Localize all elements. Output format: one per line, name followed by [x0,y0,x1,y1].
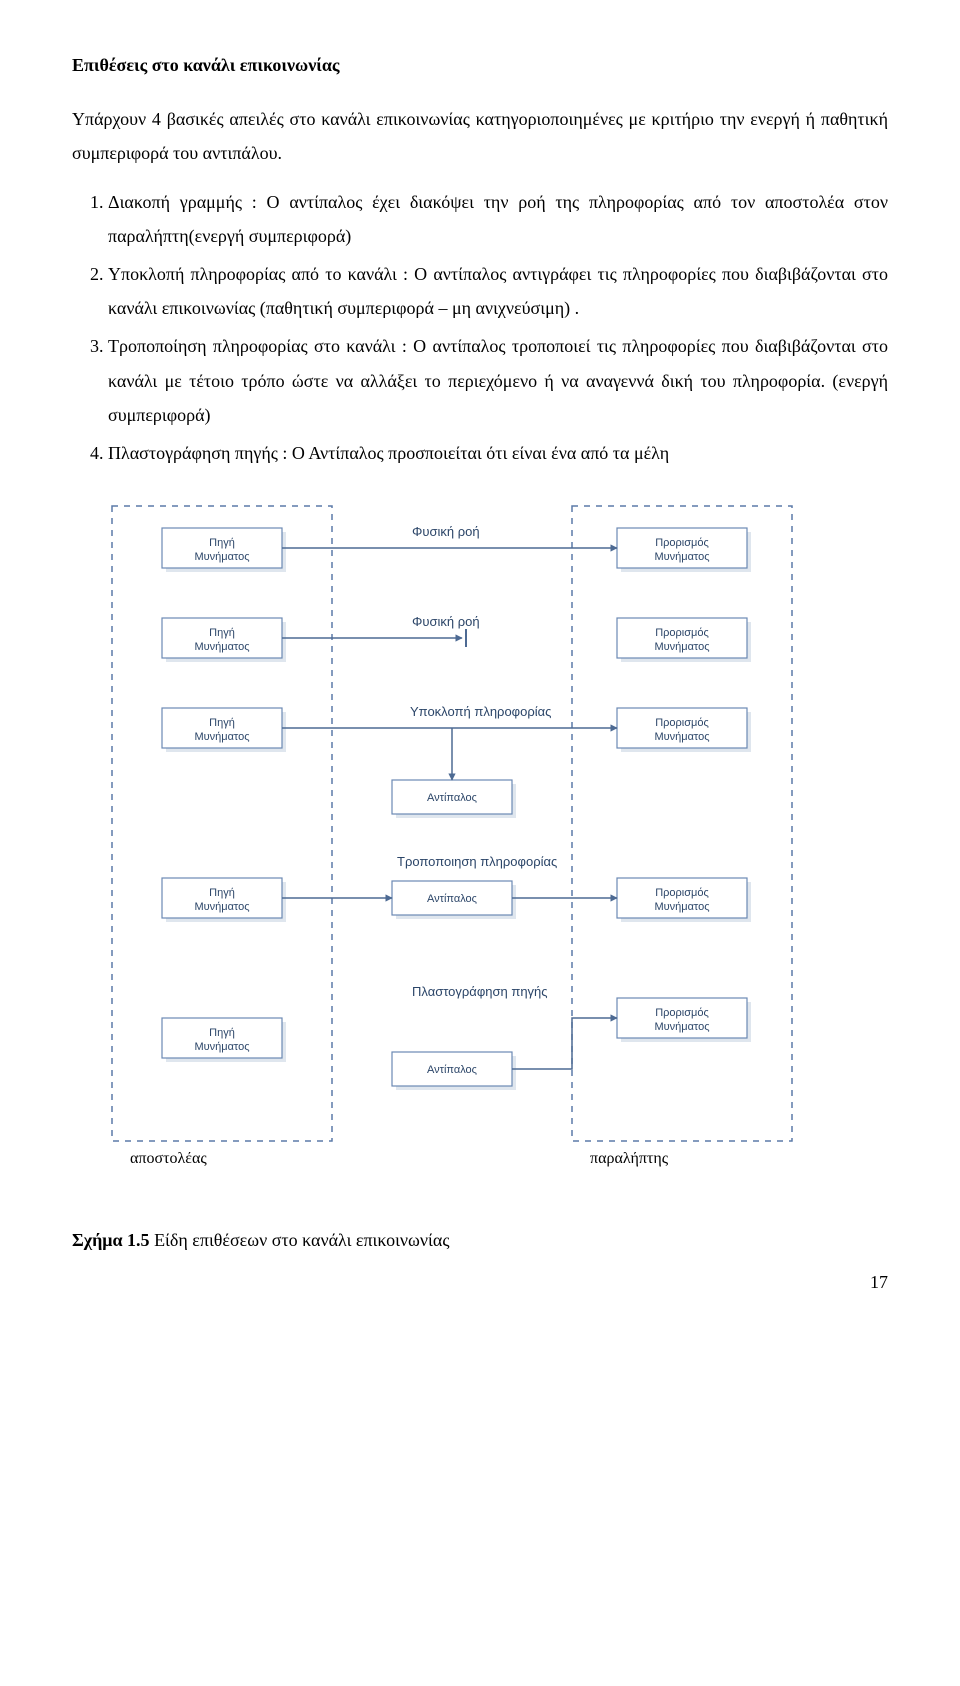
svg-text:Μυνήματος: Μυνήματος [654,901,709,913]
svg-text:Πηγή: Πηγή [209,537,235,549]
svg-text:Προρισμός: Προρισμός [655,627,709,639]
svg-text:Προρισμός: Προρισμός [655,1007,709,1019]
figure: Πηγή Μυνήματος Προρισμός Μυνήματος Φυσική ρο… [72,498,888,1209]
svg-text:Πηγή: Πηγή [209,627,235,639]
svg-text:Αντίπαλος: Αντίπαλος [427,792,477,804]
svg-text:Μυνήματος: Μυνήματος [194,901,249,913]
svg-text:Μυνήματος: Μυνήματος [194,731,249,743]
list-item: Υποκλοπή πληροφορίας από το κανάλι : Ο α… [108,257,888,325]
svg-text:Προρισμός: Προρισμός [655,887,709,899]
svg-text:Πλαστογράφηση πηγής: Πλαστογράφηση πηγής [412,984,548,999]
svg-text:Τροποποιηση πληροφορίας: Τροποποιηση πληροφορίας [397,854,557,869]
caption-bold: Σχήμα 1.5 [72,1230,150,1250]
svg-text:Προρισμός: Προρισμός [655,717,709,729]
svg-text:Φυσική ροή: Φυσική ροή [412,614,480,629]
caption-text: Είδη επιθέσεων στο κανάλι επικοινωνίας [150,1230,450,1250]
attacks-diagram: Πηγή Μυνήματος Προρισμός Μυνήματος Φυσική ρο… [72,498,872,1198]
svg-text:Φυσική ροή: Φυσική ροή [412,524,480,539]
svg-text:Μυνήματος: Μυνήματος [654,731,709,743]
svg-text:Πηγή: Πηγή [209,717,235,729]
svg-text:Μυνήματος: Μυνήματος [194,641,249,653]
intro-paragraph: Υπάρχουν 4 βασικές απειλές στο κανάλι επ… [72,102,888,170]
list-item: Πλαστογράφηση πηγής : Ο Αντίπαλος προσπο… [108,436,888,470]
svg-text:Μυνήματος: Μυνήματος [654,1021,709,1033]
svg-text:Υποκλοπή πληροφορίας: Υποκλοπή πληροφορίας [410,704,551,719]
svg-text:αποστολέας: αποστολέας [130,1150,207,1167]
section-heading: Επιθέσεις στο κανάλι επικοινωνίας [72,48,888,82]
svg-text:Αντίπαλος: Αντίπαλος [427,1064,477,1076]
svg-text:παραλήπτης: παραλήπτης [590,1150,669,1167]
svg-text:Μυνήματος: Μυνήματος [654,641,709,653]
svg-text:Μυνήματος: Μυνήματος [194,1041,249,1053]
svg-text:Πηγή: Πηγή [209,1027,235,1039]
svg-text:Αντίπαλος: Αντίπαλος [427,893,477,905]
figure-caption: Σχήμα 1.5 Είδη επιθέσεων στο κανάλι επικ… [72,1223,888,1257]
list-item: Διακοπή γραμμής : Ο αντίπαλος έχει διακό… [108,185,888,253]
svg-text:Προρισμός: Προρισμός [655,537,709,549]
svg-text:Πηγή: Πηγή [209,887,235,899]
svg-text:Μυνήματος: Μυνήματος [654,551,709,563]
list-item: Τροποποίηση πληροφορίας στο κανάλι : Ο α… [108,329,888,432]
svg-text:Μυνήματος: Μυνήματος [194,551,249,563]
threat-list: Διακοπή γραμμής : Ο αντίπαλος έχει διακό… [72,185,888,471]
page-number: 17 [72,1265,888,1299]
